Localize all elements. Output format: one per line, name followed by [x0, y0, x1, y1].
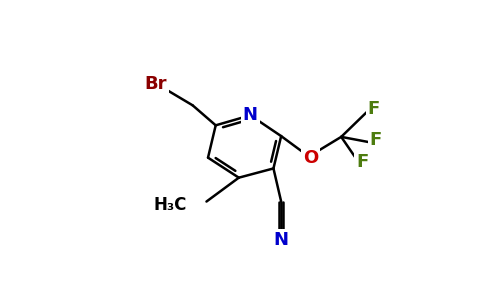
Text: O: O [303, 149, 318, 167]
Text: F: F [370, 131, 382, 149]
Text: Br: Br [145, 75, 167, 93]
Text: H₃C: H₃C [154, 196, 187, 214]
Text: N: N [273, 231, 288, 249]
Text: N: N [243, 106, 258, 124]
Text: F: F [356, 152, 368, 170]
Text: F: F [367, 100, 379, 118]
